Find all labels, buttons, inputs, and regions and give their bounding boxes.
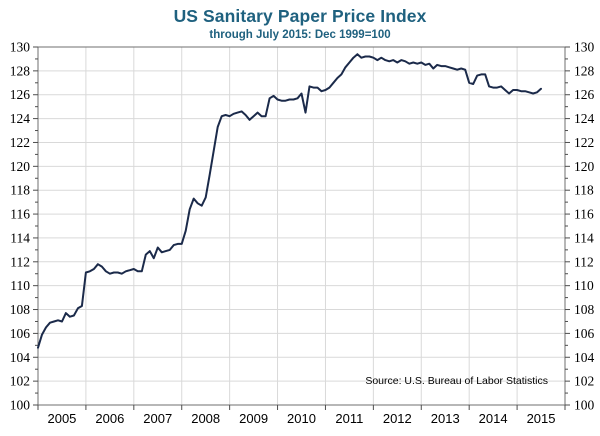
- y-tick-label-left: 102: [10, 374, 30, 389]
- y-tick-label-left: 114: [10, 230, 30, 245]
- x-tick-label: 2011: [335, 411, 363, 426]
- gridlines: [38, 46, 565, 405]
- y-tick-label-left: 124: [10, 111, 31, 126]
- y-tick-label-right: 122: [574, 135, 594, 150]
- y-tick-label-left: 120: [10, 159, 31, 174]
- y-tick-label-left: 100: [10, 398, 31, 413]
- x-axis-ticks: [37, 405, 566, 410]
- x-tick-label: 2007: [143, 411, 172, 426]
- y-tick-label-right: 114: [574, 230, 594, 245]
- x-tick-label: 2006: [95, 411, 124, 426]
- x-tick-label: 2008: [191, 411, 220, 426]
- y-tick-label-left: 118: [10, 183, 30, 198]
- y-tick-label-right: 120: [574, 159, 595, 174]
- x-tick-label: 2014: [479, 411, 508, 426]
- y-tick-label-right: 100: [574, 398, 595, 413]
- y-tick-label-right: 110: [574, 278, 594, 293]
- y-tick-label-right: 104: [574, 350, 595, 365]
- y-tick-label-left: 104: [10, 350, 31, 365]
- y-tick-label-left: 130: [10, 40, 31, 55]
- x-tick-label: 2013: [431, 411, 460, 426]
- y-tick-label-right: 130: [574, 40, 595, 55]
- x-axis-labels: 2005 2006 2007 2008 2009 2010 2011 2012 2013 2014…: [47, 411, 555, 426]
- x-tick-label: 2012: [383, 411, 412, 426]
- chart-title: US Sanitary Paper Price Index: [173, 6, 427, 26]
- x-tick-label: 2005: [47, 411, 76, 426]
- x-tick-label: 2009: [239, 411, 268, 426]
- y-tick-label-right: 112: [574, 254, 594, 269]
- data-series-line: [37, 53, 542, 349]
- y-tick-label-left: 112: [10, 254, 30, 269]
- y-tick-label-left: 126: [10, 87, 31, 102]
- x-tick-label: 2015: [527, 411, 556, 426]
- x-tick-label: 2010: [287, 411, 316, 426]
- y-tick-label-left: 128: [10, 63, 31, 78]
- y-tick-label-left: 106: [10, 326, 31, 341]
- y-tick-label-left: 122: [10, 135, 30, 150]
- y-tick-label-left: 116: [10, 207, 30, 222]
- source-note: Source: U.S. Bureau of Labor Statistics: [365, 375, 548, 387]
- y-tick-label-right: 116: [574, 207, 594, 222]
- axes-frame: [37, 46, 566, 406]
- y-tick-label-right: 128: [574, 63, 595, 78]
- chart-subtitle: through July 2015: Dec 1999=100: [209, 29, 391, 41]
- y-axis-labels-left: 100 102 104 106 108 110 112 114 116 118 120 122 124 1…: [10, 40, 31, 413]
- y-axis-labels-right: 100 102 104 106 108 110 112 114 116 118 120 122 124 1…: [574, 40, 595, 413]
- y-tick-label-right: 108: [574, 302, 595, 317]
- y-axis-ticks: [33, 46, 570, 406]
- y-tick-label-right: 118: [574, 183, 594, 198]
- y-tick-label-right: 102: [574, 374, 594, 389]
- y-tick-label-right: 124: [574, 111, 595, 126]
- y-tick-label-left: 108: [10, 302, 31, 317]
- y-tick-label-right: 126: [574, 87, 595, 102]
- y-tick-label-right: 106: [574, 326, 595, 341]
- y-tick-label-left: 110: [10, 278, 30, 293]
